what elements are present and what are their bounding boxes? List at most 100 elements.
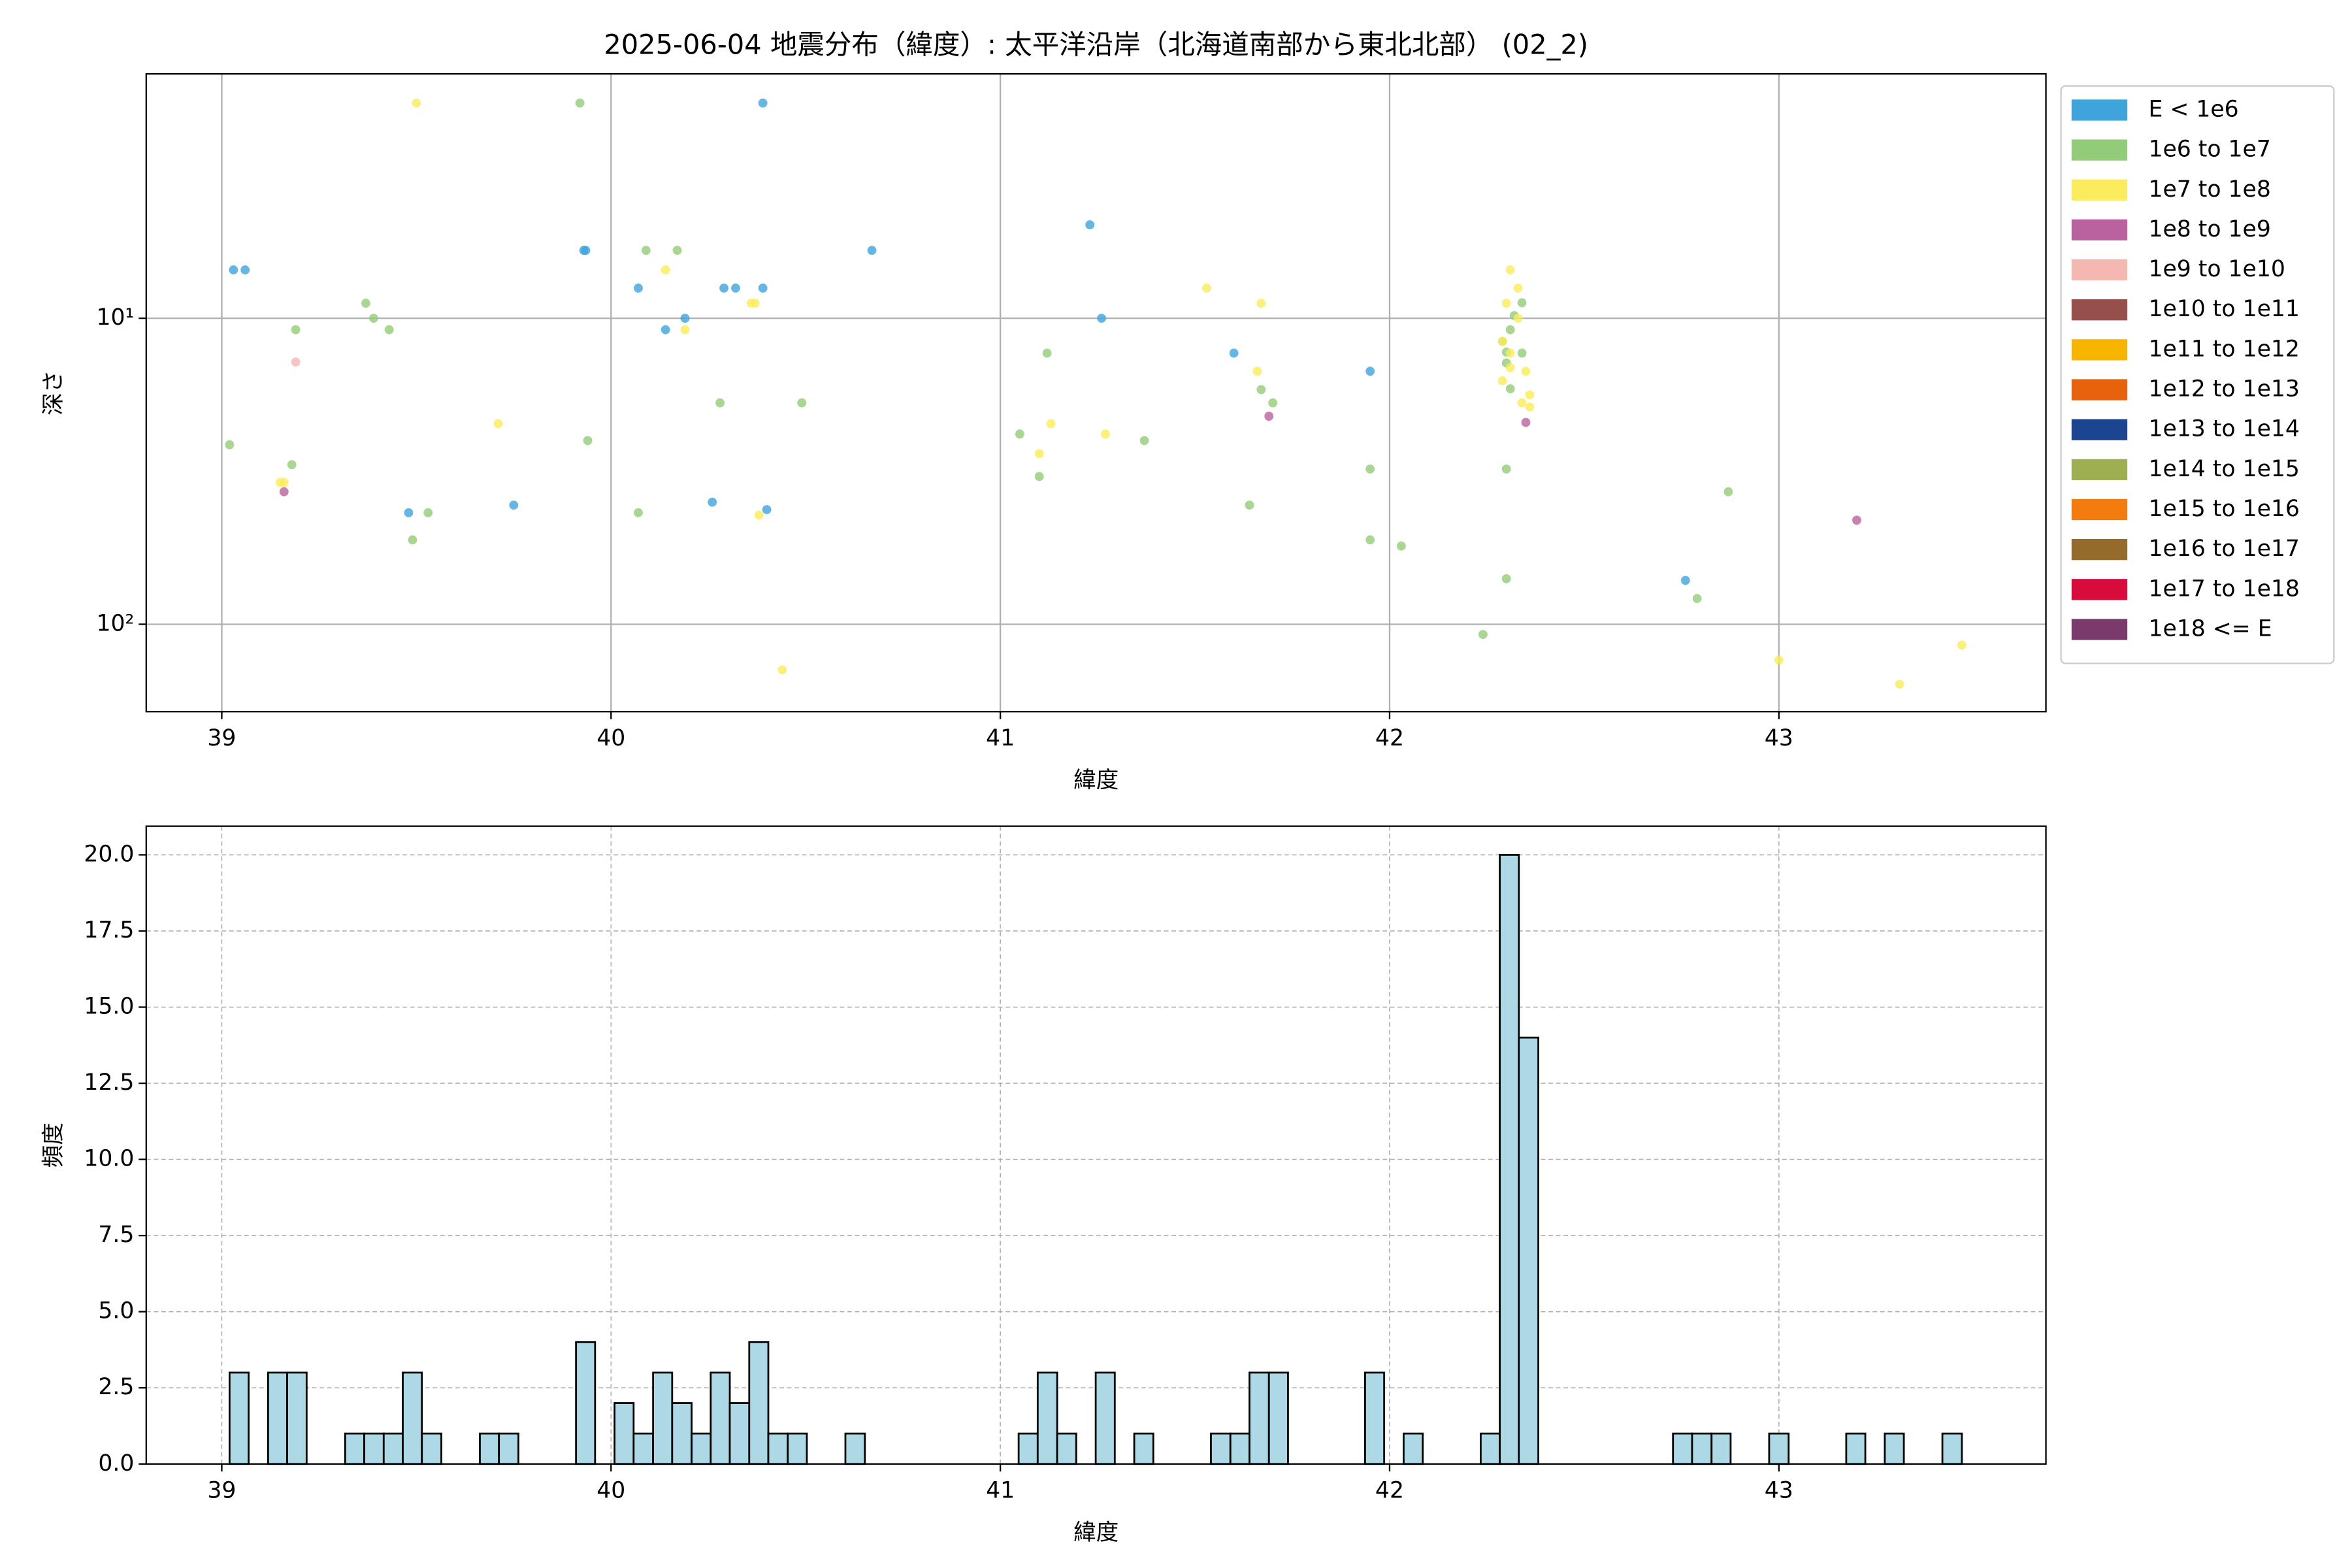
point: [777, 665, 787, 675]
point: [1478, 630, 1488, 640]
bar: [1672, 1432, 1693, 1465]
legend-label: 1e17 to 1e18: [2148, 576, 2299, 602]
legend-swatch: [2071, 419, 2128, 440]
y-tick-label: 5.0: [98, 1298, 134, 1324]
point: [1501, 464, 1511, 474]
legend-swatch: [2071, 339, 2128, 361]
point: [1517, 348, 1527, 358]
bar: [1518, 1036, 1539, 1465]
point: [493, 419, 503, 429]
y-tick-label: 15.0: [84, 994, 134, 1020]
point: [423, 508, 433, 517]
point: [412, 98, 421, 108]
y-tick-label: 17.5: [84, 917, 134, 943]
legend-label: 1e16 to 1e17: [2148, 536, 2299, 562]
legend: E < 1e6 1e6 to 1e7 1e7 to 1e8 1e8 to 1e9 1e9…: [2060, 85, 2335, 664]
bar: [1133, 1432, 1154, 1465]
point: [279, 478, 289, 487]
point: [279, 487, 289, 497]
legend-swatch: [2071, 498, 2128, 521]
point: [1521, 417, 1531, 427]
point: [1268, 398, 1278, 408]
point: [1501, 299, 1511, 308]
point: [1229, 348, 1239, 358]
legend-swatch: [2071, 539, 2128, 561]
point: [1139, 436, 1149, 446]
point: [1505, 265, 1515, 275]
point: [1034, 472, 1044, 482]
bar: [613, 1402, 635, 1465]
point: [1034, 449, 1044, 459]
x-tick-label: 40: [596, 725, 625, 751]
legend-label: 1e10 to 1e11: [2148, 296, 2299, 322]
chart-title: 2025-06-04 地震分布（緯度）: 太平洋沿岸（北海道南部から東北北部） …: [604, 29, 1588, 61]
legend-frame: [2060, 85, 2335, 664]
point: [240, 265, 250, 275]
point: [1513, 314, 1523, 323]
point: [287, 460, 297, 470]
bar: [844, 1432, 866, 1465]
point: [867, 246, 877, 255]
point: [1723, 487, 1733, 497]
point: [229, 265, 238, 275]
point: [680, 325, 690, 335]
x-axis-label: 緯度: [1073, 1520, 1119, 1546]
point: [1517, 298, 1527, 308]
bar: [402, 1371, 423, 1465]
point: [1497, 376, 1507, 385]
bar: [1267, 1371, 1289, 1465]
point: [1365, 367, 1375, 376]
point: [1774, 655, 1784, 665]
point: [634, 284, 643, 293]
point: [408, 535, 417, 545]
point: [1101, 429, 1110, 439]
legend-swatch: [2071, 99, 2128, 121]
bar: [1884, 1432, 1905, 1465]
point: [1525, 390, 1535, 400]
point: [575, 98, 585, 108]
point: [680, 314, 690, 323]
legend-label: 1e14 to 1e15: [2148, 456, 2299, 482]
bar: [1499, 854, 1520, 1465]
point: [1015, 429, 1024, 439]
point: [1365, 464, 1375, 474]
point: [1245, 500, 1254, 510]
point: [1501, 574, 1511, 583]
point: [1957, 640, 1967, 650]
plot-frame: [145, 825, 2047, 1465]
legend-swatch: [2071, 299, 2128, 321]
x-tick-label: 39: [207, 1477, 236, 1503]
point: [1505, 384, 1515, 393]
y-tick-label: 7.5: [98, 1222, 134, 1248]
y-tick-label: 20.0: [84, 841, 134, 867]
bar: [267, 1371, 288, 1465]
point: [581, 246, 591, 255]
bar: [1710, 1432, 1732, 1465]
x-tick-label: 42: [1375, 725, 1404, 751]
x-axis-label: 緯度: [1073, 767, 1119, 793]
point: [715, 398, 725, 408]
y-tick-label: 2.5: [98, 1374, 134, 1400]
point: [583, 436, 593, 446]
legend-swatch: [2071, 139, 2128, 161]
point: [291, 325, 301, 335]
x-tick-label: 42: [1375, 1477, 1404, 1503]
x-tick-label: 43: [1765, 1477, 1793, 1503]
point: [797, 398, 807, 408]
y-tick-label: 10²: [96, 610, 134, 636]
subplot: 39 40 41 42 43 0.0 2.5 5.0 7.5 10.0 12.5 15.0 17.5 20…: [41, 825, 2047, 1546]
point: [225, 440, 235, 449]
point: [1513, 284, 1523, 293]
bar: [479, 1432, 500, 1465]
legend-swatch: [2071, 179, 2128, 201]
bar: [1364, 1371, 1385, 1465]
x-tick-label: 43: [1765, 725, 1793, 751]
point: [1497, 336, 1507, 346]
point: [758, 98, 768, 108]
bar: [748, 1341, 770, 1465]
bar: [382, 1432, 404, 1465]
point: [1521, 367, 1531, 376]
point: [661, 325, 670, 335]
point: [1256, 385, 1266, 395]
point: [754, 510, 764, 520]
